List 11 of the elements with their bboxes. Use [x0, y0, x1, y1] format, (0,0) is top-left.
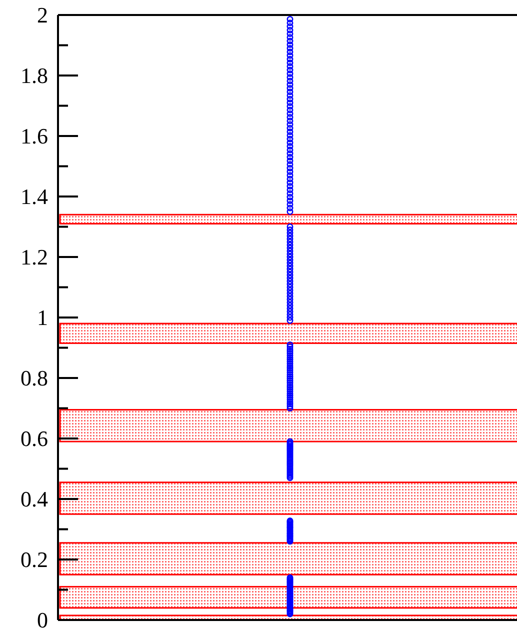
- y-tick-label: 1.4: [20, 184, 48, 209]
- y-tick-label: 2: [37, 2, 48, 28]
- y-tick-label: 0.4: [20, 486, 48, 512]
- y-tick-label: 1.2: [20, 244, 48, 270]
- y-tick-label: 0: [37, 608, 48, 630]
- y-tick-label: 0.2: [20, 547, 48, 572]
- y-tick-label: 1: [37, 305, 48, 330]
- y-tick-label: 0.6: [20, 426, 48, 451]
- y-tick-label: 1.6: [20, 124, 48, 148]
- y-tick-label: 0.8: [20, 366, 48, 390]
- y-tick-label: 1.8: [20, 63, 48, 88]
